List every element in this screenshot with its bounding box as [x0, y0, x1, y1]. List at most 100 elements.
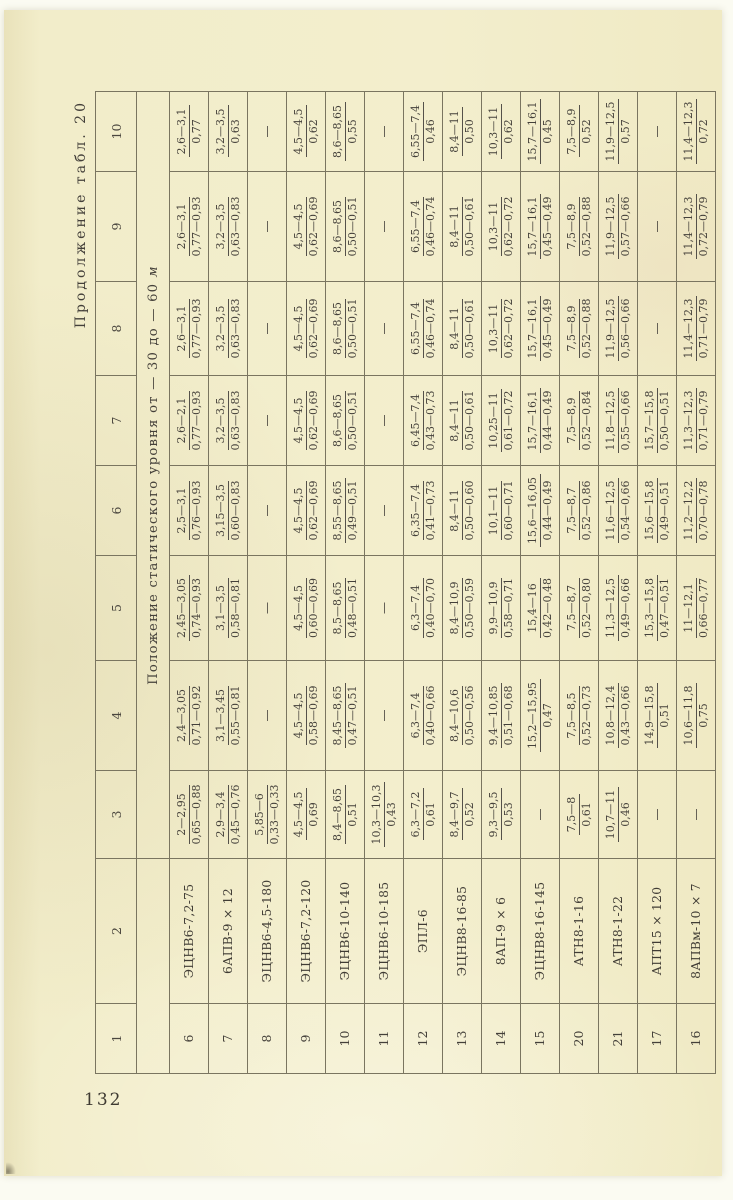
fraction-denominator: 0,61—0,72	[501, 390, 515, 451]
fraction-numerator: 8,4—11	[448, 196, 463, 257]
empty-cell-dash: —	[688, 808, 703, 821]
fraction-value: 10,7—11 0,46	[604, 786, 632, 843]
data-cell: 6,3—7,4 0,40—0,70	[403, 555, 443, 661]
row-number: 15	[520, 1003, 560, 1074]
pump-model-name: АПТ15 × 120	[637, 858, 677, 1004]
fraction-denominator: 0,71—0,92	[189, 685, 203, 746]
data-cell: 7,5—8,5 0,52—0,73	[559, 660, 599, 771]
data-cell: 4,5—4,5 0,60—0,69	[286, 555, 326, 661]
data-cell: 11,6—12,5 0,54—0,66	[598, 465, 638, 556]
fraction-numerator: 4,5—4,5	[292, 685, 307, 746]
fraction-value: 11—12,1 0,66—0,77	[682, 578, 710, 638]
fraction-denominator: 0,63—0,83	[228, 298, 242, 359]
fraction-value: 2,45—3,05 0,74—0,93	[175, 575, 203, 641]
fraction-value: 8,6—8,65 0,50—0,51	[331, 390, 359, 451]
fraction-denominator: 0,50—0,51	[345, 390, 359, 451]
fraction-denominator: 0,50—0,61	[462, 196, 476, 257]
fraction-numerator: 8,55—8,65	[331, 477, 346, 544]
fraction-numerator: 8,6—8,65	[331, 390, 346, 451]
fraction-numerator: 10,3—11	[487, 103, 502, 160]
empty-cell-dash: —	[376, 602, 391, 614]
fraction-value: 5,85—6 0,33—0,33	[253, 784, 281, 845]
data-cell: —	[637, 91, 677, 172]
data-cell: 6,35—7,4 0,41—0,73	[403, 465, 443, 556]
data-cell: 4,5—4,5 0,62—0,69	[286, 465, 326, 556]
data-cell: 6,3—7,4 0,40—0,66	[403, 660, 443, 771]
table-row: 10 ЭЦНВ6-10-140 8,4—8,65 0,51 8,45—8,65 0,47—…	[325, 91, 365, 1074]
fraction-numerator: 2—2,95	[175, 784, 190, 845]
fraction-numerator: 6,45—7,4	[409, 390, 424, 451]
fraction-denominator: 0,70—0,78	[696, 480, 710, 541]
fraction-denominator: 0,58—0,69	[306, 685, 320, 746]
fraction-value: 2,4—3,05 0,71—0,92	[175, 685, 203, 746]
data-cell: 2,6—3,1 0,77—0,93	[169, 171, 209, 282]
data-cell: 4,5—4,5 0,62—0,69	[286, 171, 326, 282]
fraction-denominator: 0,53	[501, 802, 515, 827]
fraction-numerator: 9,3—9,5	[487, 788, 502, 841]
fraction-value: 15,7—16,1 0,45—0,49	[526, 295, 554, 362]
data-cell: 8,4—11 0,50—0,61	[442, 171, 482, 282]
row-number: 8	[247, 1003, 287, 1074]
fraction-numerator: 2,45—3,05	[175, 575, 190, 641]
data-cell: 4,5—4,5 0,62—0,69	[286, 281, 326, 376]
column-number: 6	[95, 465, 137, 556]
fraction-denominator: 0,50—0,61	[462, 390, 476, 451]
fraction-denominator: 0,61	[423, 802, 437, 827]
fraction-numerator: 10,1—11	[487, 480, 502, 541]
fraction-denominator: 0,50—0,51	[345, 298, 359, 359]
scan-corner-mark	[6, 1162, 16, 1174]
fraction-denominator: 0,44—0,49	[540, 480, 554, 541]
fraction-value: 8,4—11 0,50—0,61	[448, 298, 476, 359]
column-number: 2	[95, 858, 137, 1004]
fraction-numerator: 7,5—8,9	[565, 298, 580, 359]
fraction-value: 8,4—11 0,50—0,61	[448, 196, 476, 257]
fraction-value: 9,4—10,85 0,51—0,68	[487, 682, 515, 749]
data-cell: —	[364, 171, 404, 282]
data-cell: —	[364, 660, 404, 771]
fraction-denominator: 0,69	[306, 802, 320, 827]
empty-cell-dash: —	[376, 125, 391, 138]
data-cell: 8,45—8,65 0,47—0,51	[325, 660, 365, 771]
fraction-value: 6,3—7,4 0,40—0,70	[409, 578, 437, 638]
column-number: 7	[95, 375, 137, 466]
data-cell: 3,15—3,5 0,60—0,83	[208, 465, 248, 556]
fraction-numerator: 11,9—12,5	[604, 98, 619, 165]
fraction-numerator: 15,7—15,8	[643, 387, 658, 454]
fraction-denominator: 0,50—0,56	[462, 685, 476, 746]
fraction-numerator: 15,4—16	[526, 578, 541, 638]
fraction-value: 4,5—4,5 0,69	[292, 788, 320, 841]
fraction-denominator: 0,52	[579, 119, 593, 144]
fraction-value: 7,5—8,5 0,52—0,73	[565, 685, 593, 746]
data-cell: 10,7—11 0,46	[598, 770, 638, 859]
fraction-value: 4,5—4,5 0,62	[292, 105, 320, 158]
data-cell: 9,3—9,5 0,53	[481, 770, 521, 859]
data-cell: 4,5—4,5 0,62—0,69	[286, 375, 326, 466]
fraction-value: 6,3—7,4 0,40—0,66	[409, 685, 437, 746]
fraction-denominator: 0,62—0,72	[501, 196, 515, 257]
fraction-denominator: 0,42—0,48	[540, 578, 554, 638]
pump-model-name: 6АПВ-9 × 12	[208, 858, 248, 1004]
fraction-numerator: 3,2—3,5	[214, 298, 229, 359]
data-cell: 10,3—11 0,62—0,72	[481, 281, 521, 376]
fraction-numerator: 11,3—12,3	[682, 387, 697, 454]
data-cell: —	[364, 281, 404, 376]
page-number: 132	[84, 1090, 123, 1110]
fraction-value: 11,9—12,5 0,57	[604, 98, 632, 165]
fraction-denominator: 0,58—0,81	[228, 578, 242, 638]
fraction-numerator: 8,5—8,65	[331, 578, 346, 638]
data-cell: 6,55—7,4 0,46	[403, 91, 443, 172]
fraction-numerator: 7,5—8	[565, 793, 580, 836]
fraction-value: 8,6—8,65 0,50—0,51	[331, 298, 359, 359]
data-cell: —	[247, 465, 287, 556]
fraction-numerator: 11,4—12,3	[682, 98, 697, 165]
fraction-denominator: 0,77—0,93	[189, 298, 203, 359]
fraction-denominator: 0,51	[657, 703, 671, 728]
fraction-numerator: 8,4—9,7	[448, 788, 463, 841]
fraction-denominator: 0,57—0,66	[618, 196, 632, 257]
fraction-denominator: 0,62—0,72	[501, 298, 515, 359]
data-cell: 3,2—3,5 0,63—0,83	[208, 281, 248, 376]
fraction-numerator: 11,9—12,5	[604, 295, 619, 362]
fraction-denominator: 0,62—0,69	[306, 298, 320, 359]
span-header-cell: Положение статического уровня от — 30 до…	[136, 91, 170, 859]
data-cell: 11,4—12,3 0,72	[676, 91, 716, 172]
